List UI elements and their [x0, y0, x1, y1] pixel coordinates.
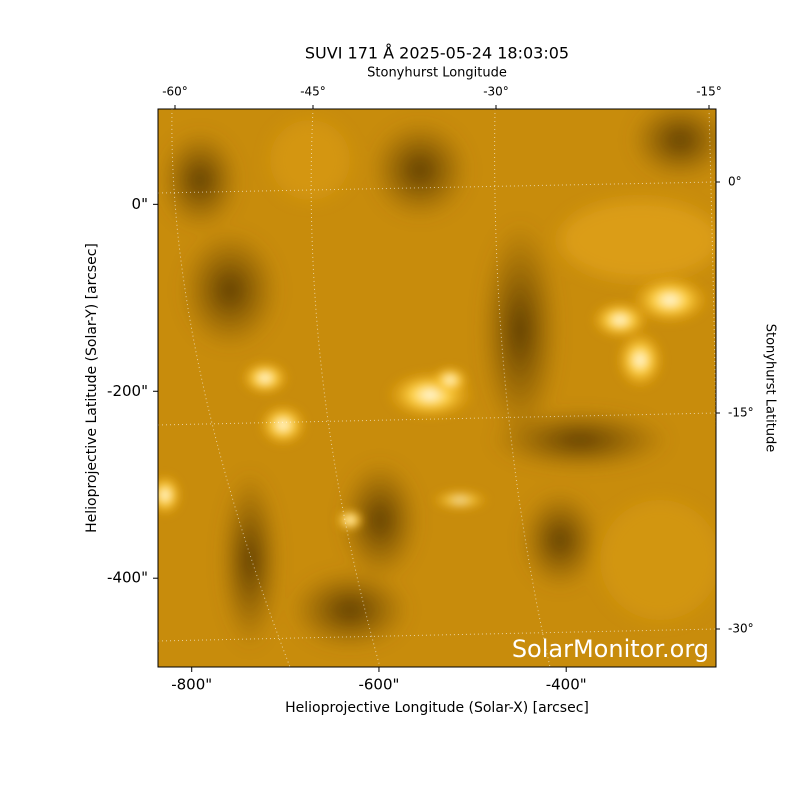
- y2-tick-label: -15°: [728, 406, 754, 420]
- x-tick-label: -800": [171, 676, 212, 694]
- x2-tick-label: -15°: [696, 85, 722, 99]
- chart-title: SUVI 171 Å 2025-05-24 18:03:05: [305, 44, 569, 63]
- x2-tick-label: -45°: [300, 85, 326, 99]
- solar-image: SolarMonitor.org: [158, 109, 716, 667]
- watermark: SolarMonitor.org: [512, 635, 709, 663]
- y-tick-label: -200": [107, 382, 148, 400]
- y2-tick-label: 0°: [728, 175, 742, 189]
- axes-frame: [157, 108, 717, 668]
- x-tick-label: -600": [358, 676, 399, 694]
- y-tick-label: 0": [132, 195, 148, 213]
- x2-axis-label: Stonyhurst Longitude: [367, 66, 507, 81]
- y-axis-label: Helioprojective Latitude (Solar-Y) [arcs…: [84, 243, 100, 533]
- x-axis-label: Helioprojective Longitude (Solar-X) [arc…: [285, 700, 589, 716]
- y-tick-label: -400": [107, 569, 148, 587]
- x-tick-label: -400": [546, 676, 587, 694]
- x2-tick-label: -60°: [162, 85, 188, 99]
- x2-tick-label: -30°: [483, 85, 509, 99]
- y2-tick-label: -30°: [728, 622, 754, 636]
- y2-axis-label: Stonyhurst Latitude: [763, 324, 778, 453]
